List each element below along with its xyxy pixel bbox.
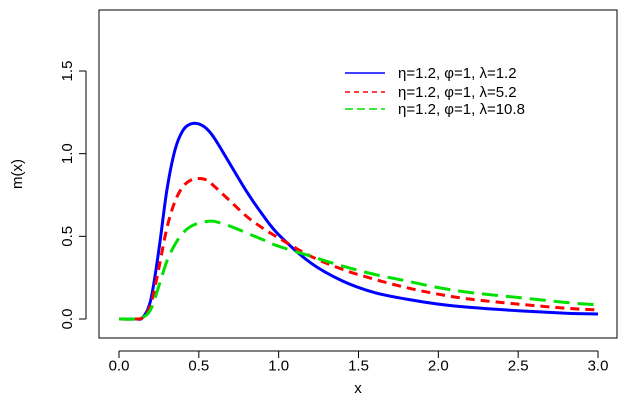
x-tick-label: 0.5 [188,357,209,374]
x-tick-label: 0.0 [109,357,130,374]
y-tick-label: 0.0 [59,309,76,330]
plot-area [98,9,618,339]
legend-label-3: η=1.2, φ=1, λ=10.8 [398,101,525,118]
y-axis-label: m(x) [9,159,26,189]
x-tick-label: 1.5 [348,357,369,374]
x-tick-label: 3.0 [588,357,609,374]
legend: η=1.2, φ=1, λ=1.2 η=1.2, φ=1, λ=5.2η=1.2,… [345,65,525,118]
x-axis: 0.0 0.5 1.0 1.5 2.0 2.5 3.0 [109,350,609,374]
y-tick-label: 0.5 [59,226,76,247]
series-line-2 [118,176,599,321]
x-tick-label: 2.5 [508,357,529,374]
plot-frame [98,9,618,339]
x-axis-label: x [354,380,362,397]
y-tick-label: 1.5 [59,61,76,82]
x-tick-label: 2.0 [428,357,449,374]
y-axis: 0.0 0.5 1.0 1.5 [59,61,87,330]
legend-label-1: η=1.2, φ=1, λ=1.2 [398,65,517,82]
series-line-1 [118,121,599,321]
y-tick-label: 1.0 [59,143,76,164]
series-line-3 [118,219,599,321]
x-tick-label: 1.0 [268,357,289,374]
series-layer [118,121,599,321]
legend-label-2: η=1.2, φ=1, λ=5.2 [398,84,517,101]
